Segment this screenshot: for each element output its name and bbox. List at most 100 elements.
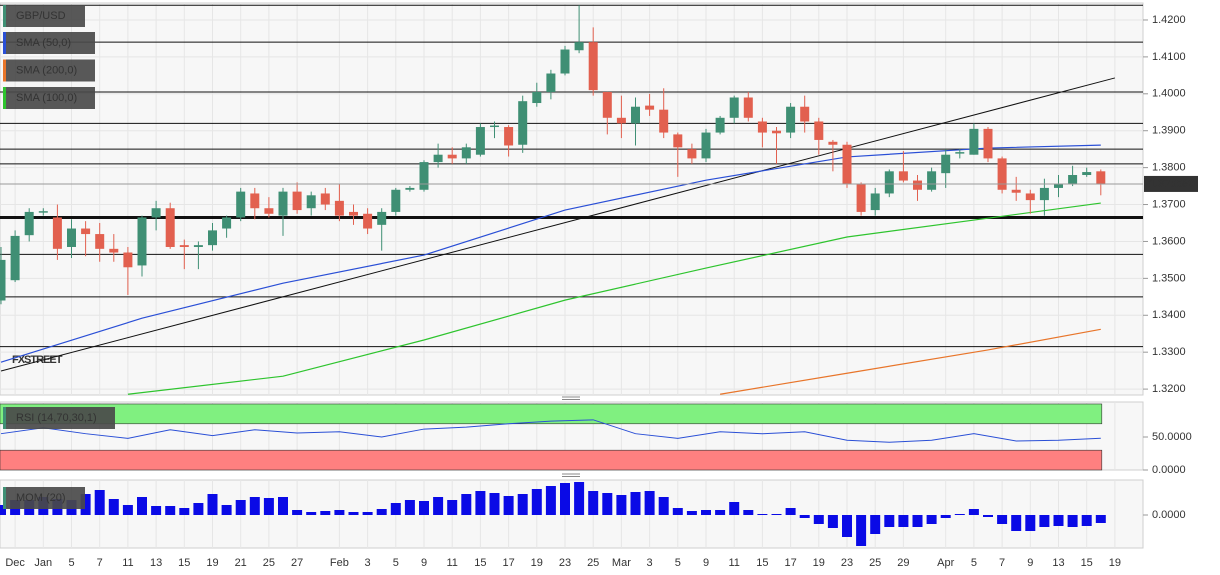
candle-body — [631, 106, 640, 124]
y-tick-label: 1.3800 — [1152, 162, 1186, 174]
x-tick-label: 15 — [756, 557, 768, 569]
candle-body — [236, 191, 246, 218]
candle-body — [10, 235, 20, 281]
candle-body — [109, 248, 119, 253]
candle-body — [391, 189, 401, 212]
mom-bar — [151, 506, 162, 515]
x-tick-label: 5 — [393, 557, 399, 569]
candle-body — [588, 42, 598, 91]
grid-layer — [0, 3, 1143, 548]
mom-bar — [686, 511, 697, 515]
moving-average — [720, 328, 1101, 395]
mom-bar — [80, 494, 91, 515]
mom-bar — [912, 515, 923, 527]
candle-body — [349, 211, 358, 216]
rsi-band — [0, 403, 1103, 425]
legend-box — [3, 32, 95, 54]
y-tick-label: 1.3400 — [1152, 309, 1186, 321]
mom-bar — [433, 497, 444, 515]
x-tick-label: 9 — [1027, 557, 1033, 569]
mom-bar — [827, 515, 838, 528]
mom-bar — [531, 489, 542, 515]
y-tick-label: 1.3600 — [1152, 235, 1186, 247]
candle-body — [701, 132, 711, 159]
mom-bar — [1025, 515, 1036, 531]
candle-body — [772, 130, 781, 134]
mom-bar — [785, 508, 796, 515]
mom-bar — [249, 497, 260, 515]
legend-box — [3, 5, 85, 27]
x-tick-label: 3 — [365, 557, 371, 569]
mom-bar — [419, 501, 429, 515]
candle-body — [193, 245, 203, 247]
x-tick-label: 11 — [122, 557, 133, 569]
last-price-box — [1144, 175, 1198, 192]
x-tick-label: 9 — [703, 557, 709, 569]
candle-body — [786, 106, 796, 133]
mom-bar — [658, 497, 669, 515]
x-tick-label: Dec — [5, 557, 25, 569]
mom-bar — [954, 514, 965, 515]
mom-bar — [743, 510, 754, 515]
mom-bar — [729, 502, 740, 515]
candle-body — [1096, 171, 1106, 184]
pane-handle[interactable] — [562, 396, 580, 477]
legend-item: MOM (20) — [3, 487, 85, 509]
mom-bar — [475, 491, 486, 515]
candle-body — [165, 208, 175, 247]
candle-body — [123, 252, 133, 268]
mom-bar — [870, 515, 881, 534]
legend-text: RSI (14,70,30,1) — [16, 412, 97, 424]
rsi-line — [0, 419, 1101, 443]
candle-body — [560, 49, 570, 74]
x-tick-label: Feb — [330, 557, 349, 569]
candle-body — [673, 134, 683, 148]
candle-body — [574, 42, 584, 51]
mom-bar — [644, 491, 655, 515]
mom-bar — [997, 515, 1008, 524]
candle-body — [24, 211, 34, 236]
candle-body — [955, 152, 965, 154]
legend-item: SMA (200,0) — [3, 59, 95, 82]
mom-bar — [926, 515, 937, 524]
candle-body — [475, 127, 485, 155]
candle-body — [1068, 175, 1078, 184]
y-tick-label: 1.3200 — [1152, 383, 1186, 395]
x-tick-label: 27 — [291, 557, 303, 569]
candle-body — [602, 91, 612, 118]
candle-body — [504, 127, 514, 146]
candle-body — [532, 91, 542, 104]
x-tick-label: 25 — [263, 557, 275, 569]
x-tick-label: 5 — [971, 557, 977, 569]
y-tick-label: 1.3900 — [1152, 125, 1186, 137]
candle-body — [1011, 189, 1021, 193]
mom-bar — [715, 510, 726, 515]
candle-body — [856, 184, 866, 212]
candle-body — [814, 121, 824, 140]
mom-bar — [1067, 515, 1078, 527]
legend-box — [3, 407, 115, 429]
x-tick-label: 21 — [235, 557, 247, 569]
legend-swatch — [3, 59, 6, 82]
mom-bar — [263, 498, 274, 515]
candle-body — [800, 106, 810, 122]
mom-bar — [588, 491, 599, 515]
mom-bar — [292, 510, 303, 515]
candle-body — [1054, 183, 1063, 188]
mom-bar — [940, 515, 951, 518]
candle-body — [1082, 172, 1092, 176]
mom-bar — [616, 495, 627, 515]
mom-bar — [165, 506, 176, 515]
mom-bar — [813, 515, 824, 524]
candle-body — [334, 200, 344, 216]
candle-body — [222, 217, 232, 229]
legend-swatch — [3, 407, 6, 429]
mom-bar — [757, 514, 768, 515]
x-tick-label: Apr — [937, 557, 954, 569]
x-tick-label: 5 — [68, 557, 74, 569]
candle-body — [377, 211, 387, 225]
x-tick-label: 3 — [647, 557, 653, 569]
y-tick-label: 0.0000 — [1152, 464, 1186, 476]
y-tick-label: 50.0000 — [1152, 431, 1192, 443]
mom-bar — [884, 515, 895, 527]
